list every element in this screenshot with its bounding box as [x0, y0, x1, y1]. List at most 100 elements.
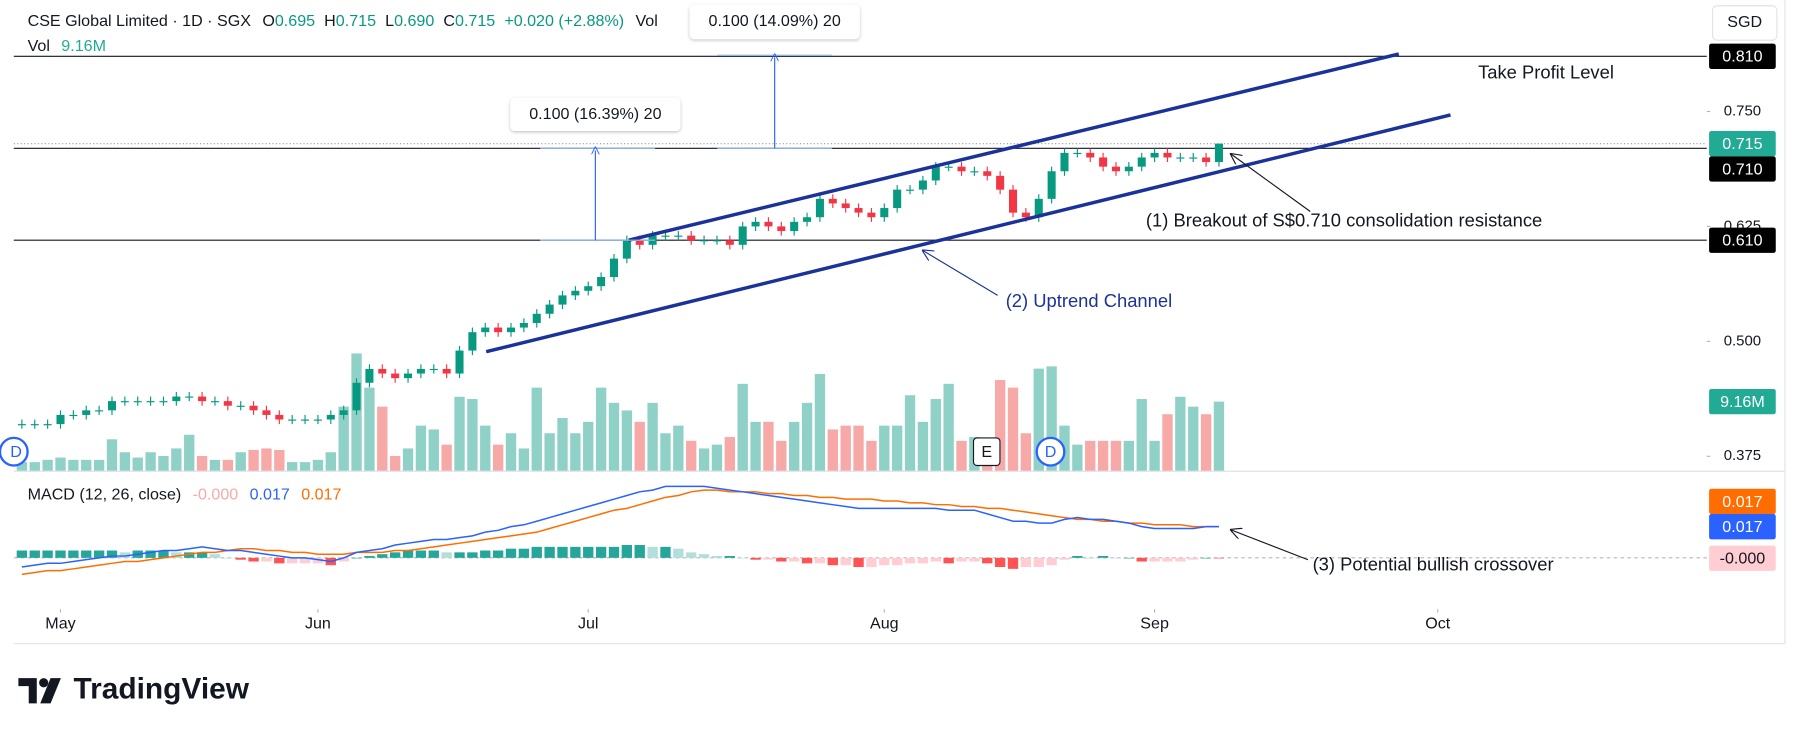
volume-bar: [505, 433, 517, 472]
macd-histogram-bar: [1110, 557, 1122, 559]
volume-value: 9.16M: [61, 37, 106, 55]
candle-body: [506, 327, 516, 333]
annotation: (1) Breakout of S$0.710 consolidation re…: [1146, 210, 1542, 231]
macd-histogram-bar: [1200, 557, 1212, 559]
candle-body: [391, 373, 400, 379]
macd-histogram-bar: [724, 556, 736, 558]
candle-body: [970, 171, 979, 173]
macd-histogram-bar: [287, 557, 298, 564]
candle-body: [352, 382, 361, 411]
candle-body: [622, 240, 631, 259]
volume-bar: [518, 448, 530, 472]
volume-bar: [55, 457, 66, 472]
y-tick-label: 0.750: [1724, 102, 1761, 119]
macd-histogram-bar: [261, 557, 272, 562]
macd-histogram-bar: [235, 557, 246, 560]
candle-body: [210, 401, 219, 403]
volume-label-box: [1709, 388, 1776, 415]
macd-histogram-bar: [338, 557, 349, 562]
candle-body: [545, 304, 554, 314]
volume-label: 9.16M: [1720, 393, 1765, 411]
macd-histogram-bar: [81, 550, 92, 558]
macd-histogram-bar: [1007, 557, 1019, 569]
change: +0.020 (+2.88%): [504, 12, 624, 30]
event-label[interactable]: E: [981, 443, 992, 461]
candle-body: [95, 410, 104, 412]
volume-bar: [29, 462, 40, 472]
y-tick-label: 0.375: [1724, 447, 1761, 464]
volume-bar: [621, 410, 633, 472]
level-label: 0.810: [1722, 48, 1762, 66]
candle-body: [249, 405, 258, 411]
candle-body: [1176, 157, 1185, 159]
candle-body: [198, 396, 207, 402]
candle-body: [1073, 152, 1082, 155]
volume-bar: [1200, 414, 1212, 472]
volume-bar: [428, 429, 439, 472]
candle-body: [159, 401, 168, 403]
volume-bar: [994, 380, 1006, 472]
event-marker[interactable]: [972, 437, 1001, 467]
candle-body: [661, 235, 670, 237]
macd-histogram-bar: [454, 552, 465, 558]
volume-bar: [814, 373, 826, 472]
volume-bar: [737, 383, 748, 472]
volume-bar: [338, 406, 349, 472]
macd-histogram-bar: [209, 554, 221, 558]
candle-body: [674, 235, 683, 237]
last-price-label: 0.715: [1722, 135, 1762, 153]
macd-histogram-bar: [158, 550, 169, 558]
macd-histogram-bar: [351, 557, 362, 559]
macd-hist-label-box: [1709, 545, 1776, 571]
candle-body: [1099, 157, 1108, 167]
candle-body: [532, 313, 541, 323]
level-label: 0.710: [1722, 160, 1762, 178]
volume-bar: [789, 421, 800, 472]
candle-body: [1111, 166, 1121, 172]
volume-bar: [1123, 440, 1135, 472]
macd-hist-value: -0.000: [193, 486, 239, 504]
volume-bar: [673, 425, 684, 472]
volume-bar: [68, 459, 79, 472]
candle-body: [700, 240, 709, 242]
macd-histogram-bar: [930, 557, 941, 562]
candle-body: [404, 373, 413, 379]
macd-histogram-bar: [686, 552, 697, 558]
macd-histogram-bar: [1072, 556, 1083, 558]
macd-histogram-bar: [184, 552, 195, 558]
volume-bar: [145, 452, 156, 472]
candle-body: [725, 240, 734, 245]
ohlc-key: C: [443, 12, 455, 30]
event-marker[interactable]: [0, 436, 29, 467]
volume-bar: [1149, 440, 1160, 472]
volume-bar: [1033, 368, 1044, 472]
macd-histogram-bar: [93, 550, 105, 558]
candle-body: [288, 419, 297, 421]
event-label[interactable]: D: [10, 443, 22, 461]
volume-bar: [222, 459, 234, 472]
candle-body: [944, 166, 953, 168]
brand-logo: [18, 678, 61, 704]
candle-body: [712, 240, 721, 242]
currency[interactable]: SGD: [1727, 13, 1762, 31]
macd-histogram-bar: [467, 552, 478, 558]
event-label[interactable]: D: [1045, 443, 1057, 461]
volume-bar: [647, 402, 658, 472]
event-marker[interactable]: [1035, 436, 1066, 467]
currency-button[interactable]: [1711, 5, 1778, 41]
volume-bar: [1110, 440, 1122, 472]
volume-bar: [917, 421, 929, 472]
candle-body: [146, 401, 155, 403]
volume-bar: [261, 448, 272, 472]
macd-histogram-bar: [1149, 557, 1160, 562]
candle-body: [687, 235, 696, 241]
level-label-box: [1709, 156, 1776, 182]
candle-body: [1060, 152, 1069, 172]
x-tick-label: Sep: [1140, 614, 1169, 632]
candle-body: [326, 414, 335, 420]
macd-legend: MACD (12, 26, close) -0.000 0.017 0.017: [28, 486, 342, 504]
candle-body: [1034, 198, 1043, 218]
volume-bar: [274, 449, 285, 472]
macd-histogram-bar: [982, 557, 993, 564]
level-label: 0.610: [1722, 232, 1762, 250]
